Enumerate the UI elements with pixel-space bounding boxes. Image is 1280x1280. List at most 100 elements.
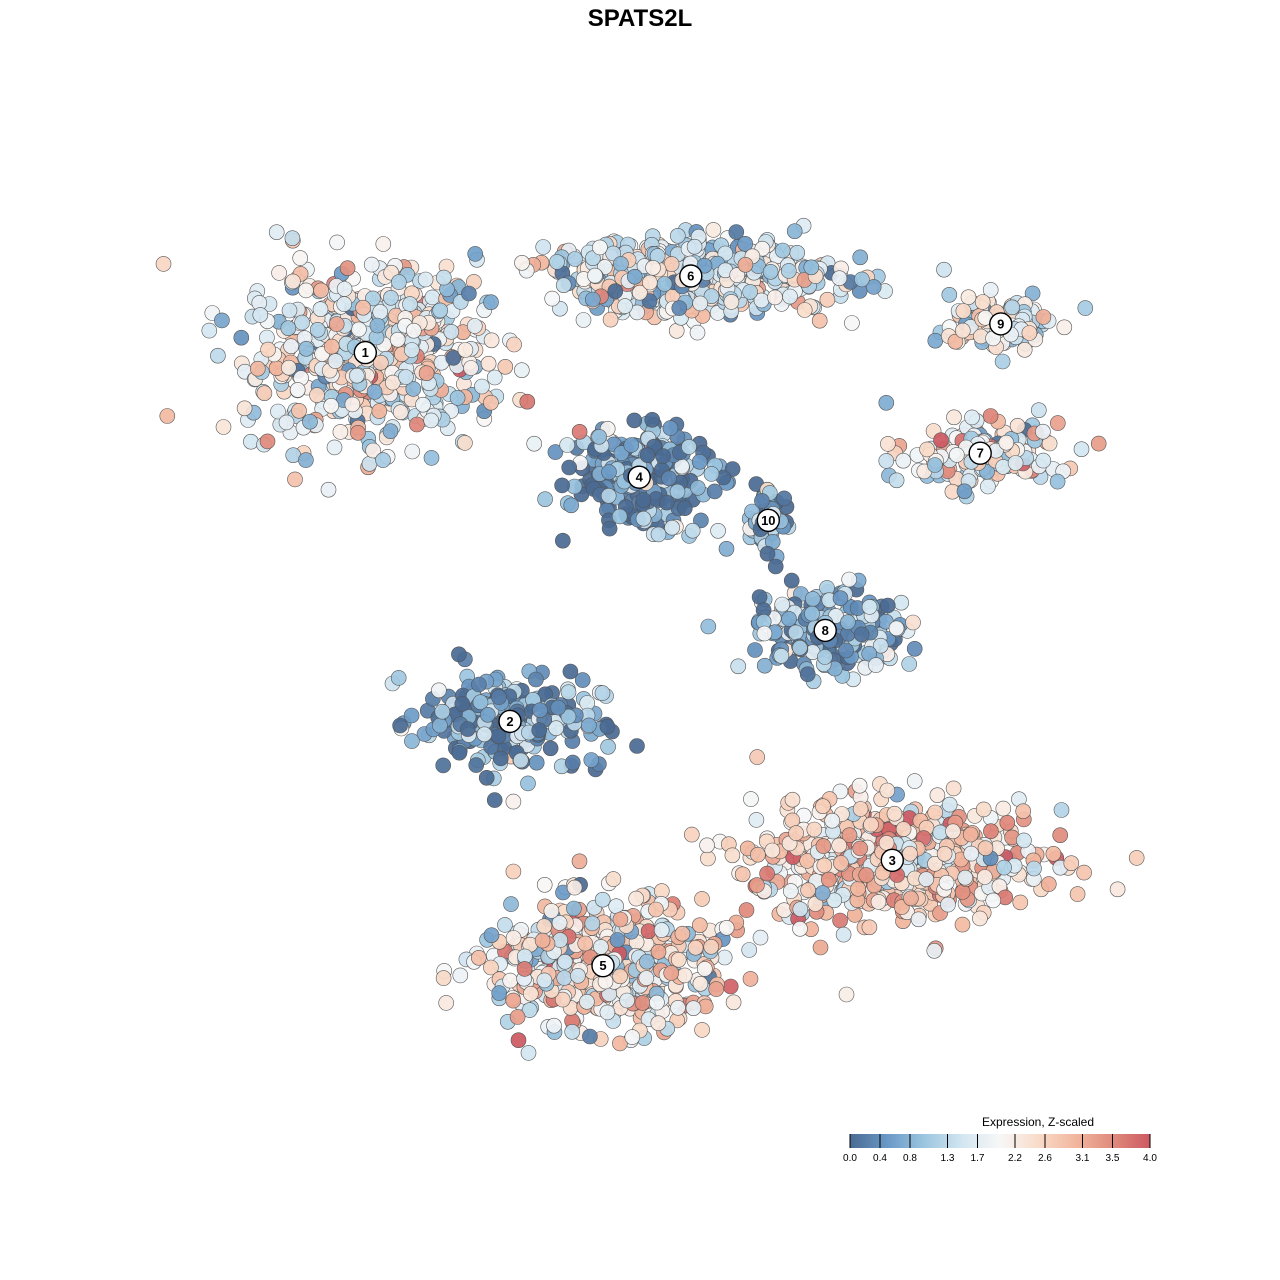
cell-point	[703, 288, 720, 305]
cell-point	[878, 453, 895, 469]
cell-point	[980, 478, 996, 495]
legend-tick-label: 0.4	[873, 1153, 887, 1164]
cell-point	[747, 642, 763, 658]
cell-point	[639, 447, 656, 464]
legend-tick-label: 0.8	[903, 1153, 917, 1164]
cell-point	[329, 234, 345, 251]
cell-point	[919, 441, 935, 458]
cell-point	[371, 403, 388, 419]
cell-point	[492, 750, 509, 767]
cell-point	[271, 265, 287, 281]
cell-point	[483, 332, 500, 349]
cell-point	[861, 599, 878, 615]
cell-point	[528, 671, 544, 688]
cell-point	[563, 497, 580, 514]
cell-point	[1049, 473, 1066, 490]
cluster-number: 2	[506, 714, 513, 729]
cell-point	[423, 412, 440, 429]
cell-point	[252, 307, 269, 323]
cell-point	[650, 526, 667, 543]
cell-point	[956, 483, 973, 500]
cell-point	[506, 336, 522, 353]
cell-point	[756, 625, 773, 642]
cell-point	[684, 522, 701, 539]
cell-point	[323, 338, 340, 355]
cell-point	[526, 435, 543, 452]
cell-point	[655, 448, 671, 464]
cell-point	[963, 845, 980, 862]
legend-tick-label: 2.2	[1008, 1153, 1022, 1164]
cell-point	[471, 676, 487, 693]
cell-point	[582, 1028, 598, 1045]
cell-point	[756, 657, 773, 674]
cell-point	[361, 455, 378, 472]
cell-point	[796, 302, 813, 318]
cluster-number: 6	[687, 269, 694, 284]
cell-point	[404, 443, 421, 460]
cell-point	[692, 295, 709, 312]
cell-point	[927, 457, 943, 473]
cell-point	[577, 935, 594, 952]
cell-point	[653, 922, 670, 938]
cell-point	[562, 663, 579, 680]
cell-point	[852, 249, 869, 266]
cell-point	[1128, 850, 1145, 866]
cluster-number: 7	[977, 446, 984, 461]
cell-point	[159, 408, 176, 424]
cell-point	[906, 640, 923, 657]
cluster-number: 3	[889, 853, 896, 868]
cell-point	[893, 594, 910, 611]
cell-point	[214, 312, 230, 329]
cell-point	[681, 439, 697, 455]
cluster-number: 8	[822, 623, 829, 638]
cell-point	[432, 717, 448, 734]
cell-point	[1073, 441, 1090, 458]
cell-point	[1021, 325, 1038, 341]
cell-point	[854, 271, 870, 288]
cell-point	[549, 254, 565, 270]
cell-point	[509, 1009, 526, 1025]
cell-point	[201, 322, 218, 339]
cell-point	[762, 263, 779, 280]
cell-point	[749, 749, 766, 765]
cell-point	[528, 754, 545, 771]
cell-point	[1035, 452, 1052, 469]
cluster-label-9: 9	[989, 312, 1013, 336]
cell-point	[759, 545, 776, 562]
cell-point	[280, 320, 297, 337]
cell-point	[571, 423, 588, 440]
cell-point	[612, 911, 629, 928]
cell-point	[470, 949, 487, 966]
cell-point	[851, 777, 868, 794]
cell-point	[424, 289, 441, 306]
cell-point	[605, 245, 622, 262]
cell-point	[350, 424, 366, 441]
cell-point	[294, 314, 310, 331]
cell-point	[734, 866, 751, 883]
cell-point	[879, 597, 896, 614]
cell-point	[365, 442, 381, 459]
cell-point	[629, 304, 645, 321]
cell-point	[486, 792, 503, 808]
cell-point	[868, 657, 884, 673]
cell-point	[575, 312, 592, 328]
cell-point	[994, 353, 1011, 370]
cell-point	[835, 926, 852, 943]
cell-point	[236, 400, 253, 417]
cell-point	[564, 754, 581, 771]
cell-point	[431, 682, 447, 699]
cell-point	[544, 290, 561, 307]
cell-point	[384, 374, 401, 391]
cell-point	[870, 894, 887, 910]
cell-point	[1056, 319, 1073, 336]
cell-point	[812, 939, 829, 956]
cell-point	[670, 951, 687, 968]
cell-point	[382, 423, 399, 440]
cell-point	[363, 256, 380, 273]
cell-point	[838, 986, 855, 1003]
cell-point	[689, 479, 706, 496]
cell-point	[683, 826, 700, 843]
cell-point	[505, 930, 522, 946]
cell-point	[865, 279, 882, 295]
cell-point	[457, 435, 473, 451]
